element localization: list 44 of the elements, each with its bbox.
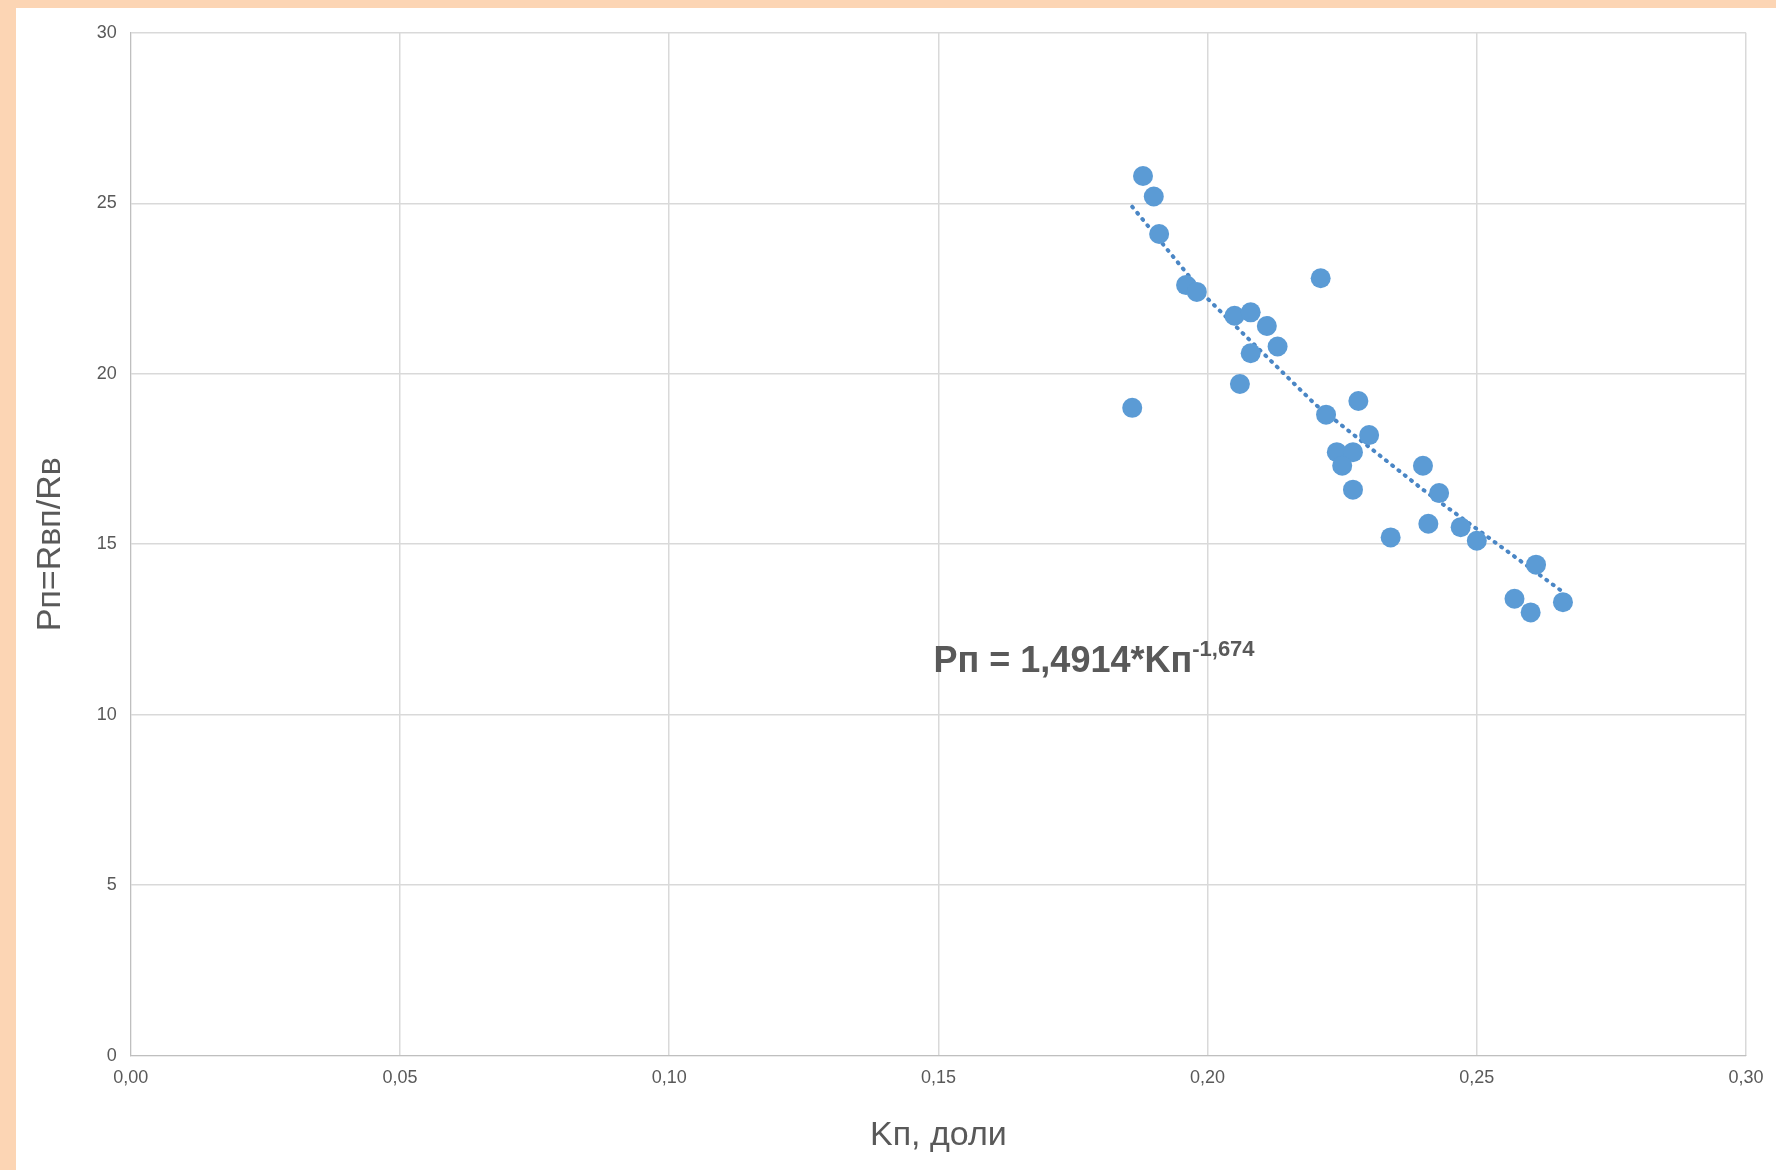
point: [1520, 602, 1541, 623]
point: [1348, 391, 1369, 412]
point: [1418, 513, 1439, 534]
point: [1526, 554, 1547, 575]
y-tick-label: 10: [96, 703, 117, 724]
x-tick-label: 0,05: [382, 1067, 418, 1088]
point: [1552, 592, 1573, 613]
point: [1133, 165, 1153, 186]
point: [1359, 425, 1380, 446]
y-tick-label: 0: [106, 1044, 117, 1065]
y-axis-title: Pп=Rвп/Rв: [28, 457, 67, 632]
point: [1267, 336, 1288, 357]
x-axis-title: Kп, доли: [870, 1113, 1007, 1152]
point: [1316, 404, 1337, 425]
x-tick-label: 0,20: [1190, 1067, 1226, 1088]
point: [1186, 281, 1207, 302]
point: [1224, 305, 1245, 326]
point: [1466, 530, 1487, 551]
point: [1504, 588, 1525, 609]
point: [1240, 343, 1261, 364]
point: [1412, 455, 1433, 476]
point: [1332, 455, 1353, 476]
point: [1342, 479, 1363, 500]
y-tick-label: 5: [106, 874, 117, 895]
point: [1143, 186, 1164, 207]
y-tick-label: 20: [96, 362, 117, 383]
x-tick-label: 0,30: [1728, 1067, 1764, 1088]
y-tick-label: 30: [96, 21, 117, 42]
y-tick-label: 25: [96, 192, 117, 213]
x-tick-label: 0,15: [920, 1067, 956, 1088]
point: [1256, 316, 1277, 336]
point: [1342, 442, 1363, 463]
x-tick-label: 0,00: [113, 1067, 149, 1088]
point: [1429, 483, 1450, 504]
point: [1229, 373, 1250, 394]
point: [1450, 517, 1471, 538]
point: [1240, 302, 1261, 323]
y-tick-label: 15: [96, 533, 117, 554]
point: [1149, 223, 1170, 244]
point: [1122, 397, 1143, 418]
x-tick-label: 0,25: [1459, 1067, 1495, 1088]
x-tick-label: 0,10: [651, 1067, 687, 1088]
point: [1380, 527, 1401, 548]
point: [1310, 268, 1331, 289]
